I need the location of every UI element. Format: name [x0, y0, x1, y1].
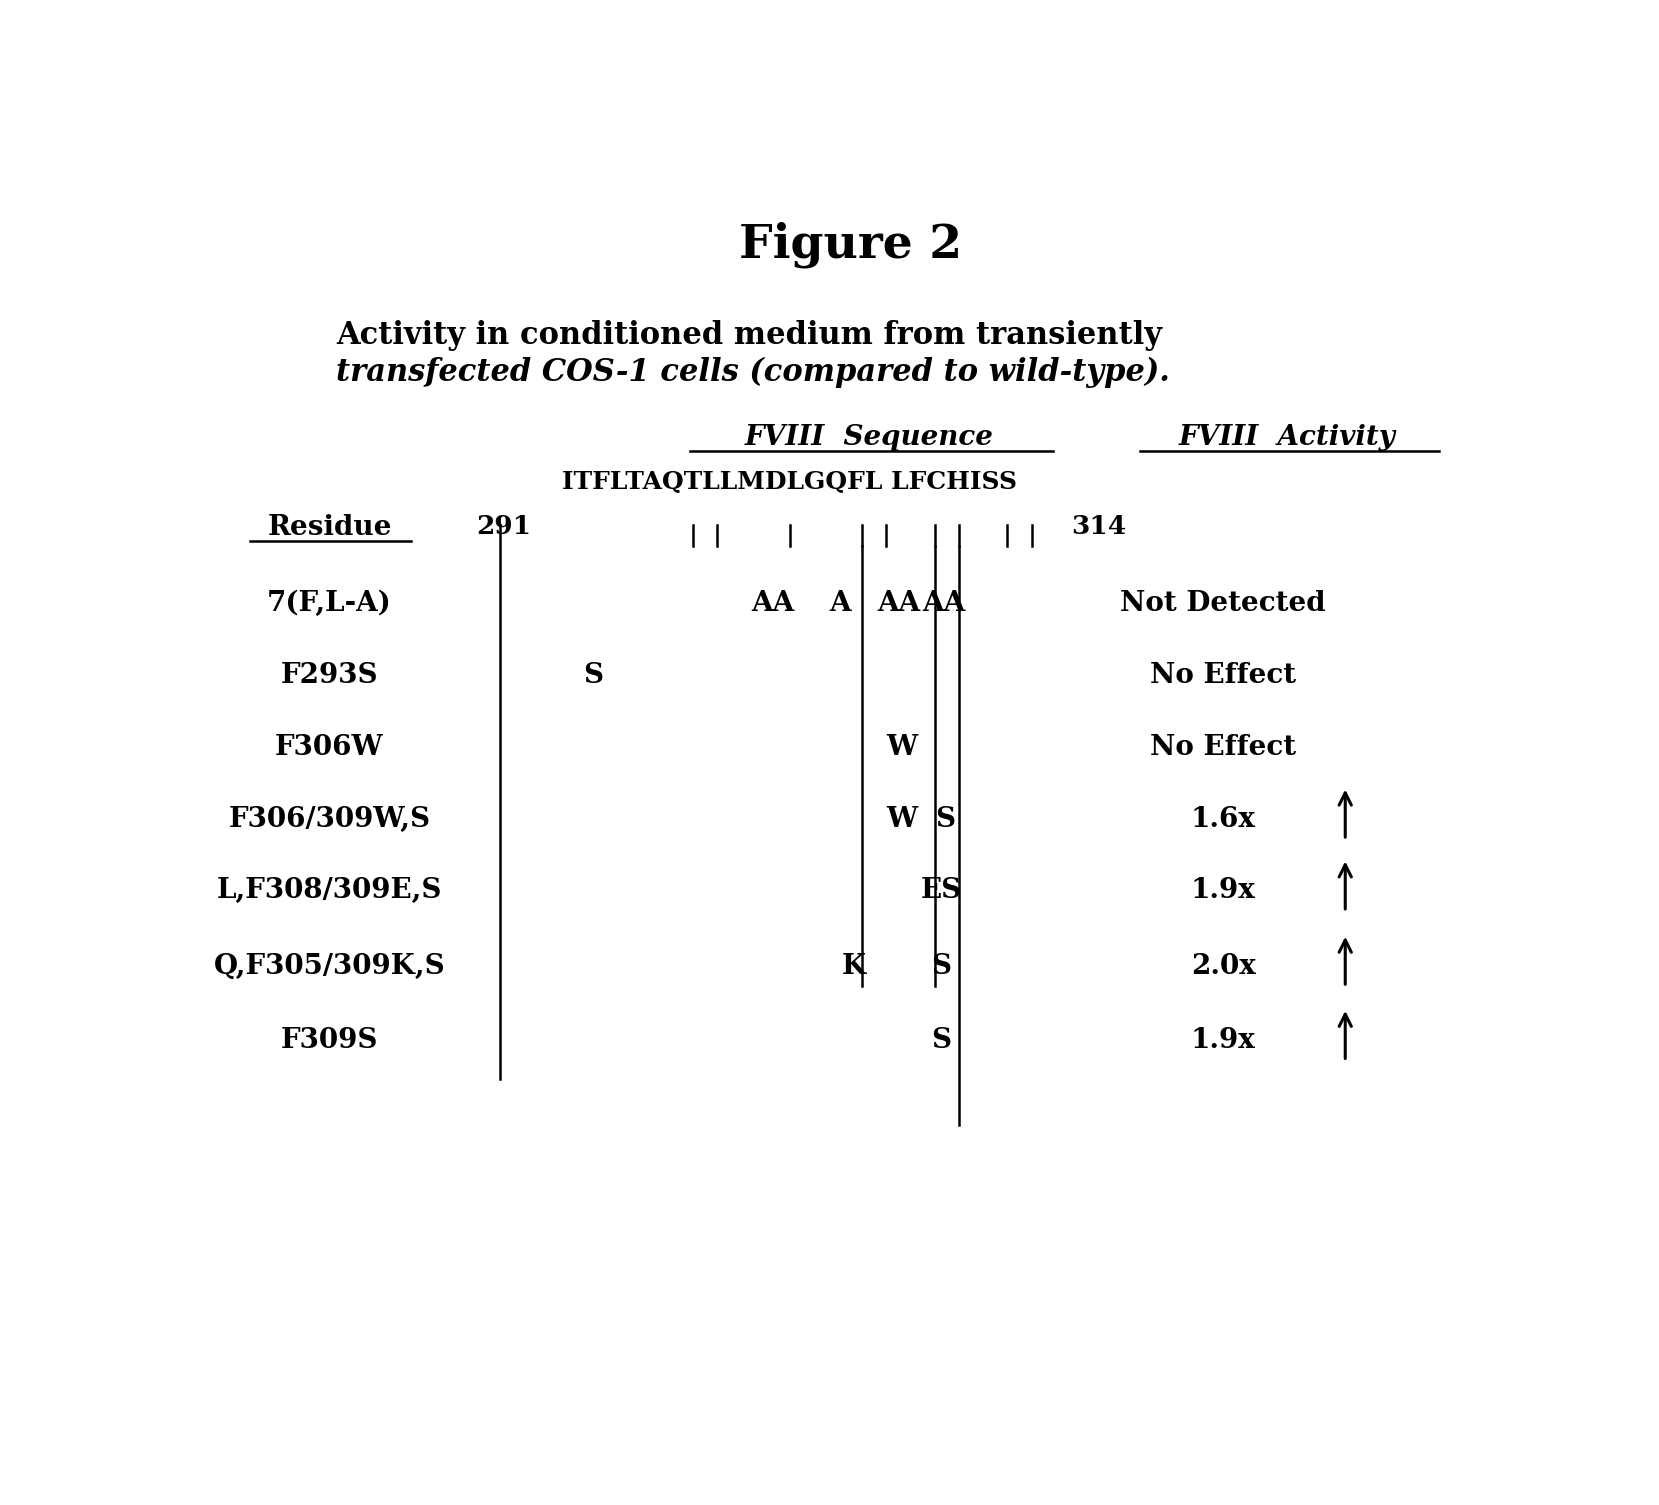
Text: F293S: F293S — [280, 662, 378, 689]
Text: AA: AA — [878, 590, 921, 617]
Text: 7(F,L-A): 7(F,L-A) — [267, 590, 392, 617]
Text: Figure 2: Figure 2 — [738, 221, 962, 268]
Text: 1.6x: 1.6x — [1191, 805, 1256, 832]
Text: Activity in conditioned medium from transiently: Activity in conditioned medium from tran… — [335, 319, 1161, 351]
Text: F306/309W,S: F306/309W,S — [229, 805, 431, 832]
Text: S: S — [582, 662, 604, 689]
Text: L,F308/309E,S: L,F308/309E,S — [217, 877, 443, 905]
Text: S: S — [936, 805, 956, 832]
Text: W: W — [886, 805, 917, 832]
Text: A: A — [830, 590, 851, 617]
Text: S: S — [931, 1026, 952, 1054]
Text: 1.9x: 1.9x — [1191, 1026, 1256, 1054]
Text: F306W: F306W — [275, 734, 383, 762]
Text: K: K — [843, 953, 866, 980]
Text: Q,F305/309K,S: Q,F305/309K,S — [214, 953, 445, 980]
Text: W: W — [886, 734, 917, 762]
Text: FVIII  Activity: FVIII Activity — [1180, 424, 1395, 452]
Text: Not Detected: Not Detected — [1120, 590, 1326, 617]
Text: 2.0x: 2.0x — [1191, 953, 1256, 980]
Text: ITFLTAQTLLMDLGQFL LFCHISS: ITFLTAQTLLMDLGQFL LFCHISS — [562, 470, 1017, 494]
Text: No Effect: No Effect — [1150, 734, 1296, 762]
Text: 1.9x: 1.9x — [1191, 877, 1256, 905]
Text: ES: ES — [921, 877, 962, 905]
Text: Residue: Residue — [267, 515, 392, 542]
Text: FVIII  Sequence: FVIII Sequence — [745, 424, 994, 452]
Text: F309S: F309S — [280, 1026, 378, 1054]
Text: No Effect: No Effect — [1150, 662, 1296, 689]
Text: S: S — [931, 953, 952, 980]
Text: AA: AA — [752, 590, 795, 617]
Text: 291: 291 — [476, 515, 531, 539]
Text: 314: 314 — [1072, 515, 1126, 539]
Text: transfected COS-1 cells (compared to wild-type).: transfected COS-1 cells (compared to wil… — [335, 357, 1170, 388]
Text: AA: AA — [922, 590, 966, 617]
